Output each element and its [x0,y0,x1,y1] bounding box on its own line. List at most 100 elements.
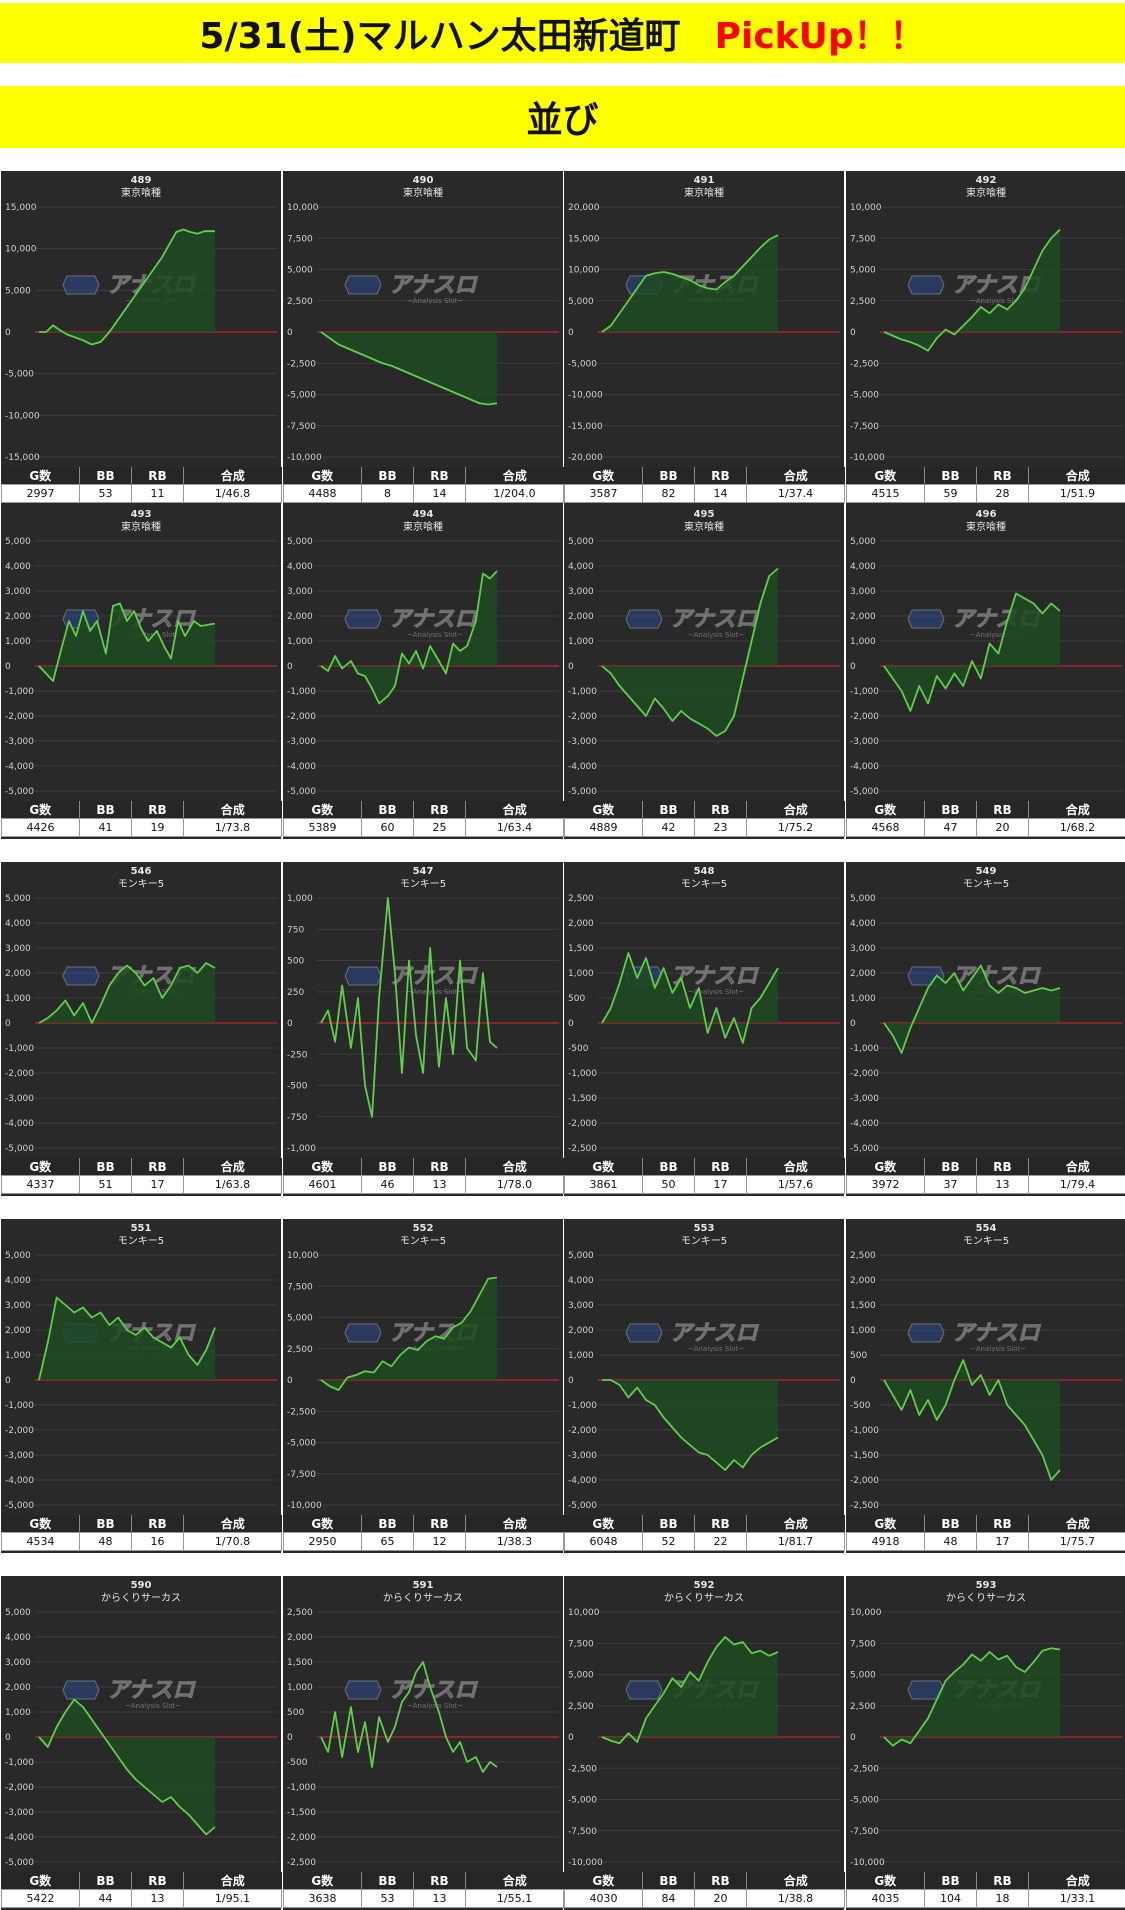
y-tick-label: 0 [568,1733,574,1743]
stat-value-rb: 13 [131,1889,184,1908]
stat-value-combined: 1/68.2 [1028,818,1125,837]
watermark-tagline: ~Analysis Slot~ [688,988,744,996]
y-tick-label: 0 [287,662,293,672]
stat-value-bb: 48 [924,1532,977,1551]
y-tick-label: -1,000 [5,1044,34,1054]
y-tick-label: 500 [850,1351,867,1361]
y-tick-label: -2,500 [850,1764,879,1774]
y-tick-label: 1,500 [568,944,594,954]
stat-value-games: 4918 [846,1532,925,1551]
y-tick-label: 4,000 [568,562,594,572]
y-tick-label: 5,000 [5,286,31,296]
y-tick-label: 2,500 [568,1702,594,1712]
stat-header-rb: RB [131,1158,184,1176]
machine-model: モンキー5 [400,879,446,890]
y-tick-label: -4,000 [568,762,597,772]
stat-value-bb: 53 [79,484,132,503]
y-tick-label: -10,000 [850,453,885,463]
stat-header-combined: 合成 [465,1158,564,1176]
series-line [601,567,779,737]
stat-header-rb: RB [694,1158,747,1176]
machine-model: からくりサーカス [664,1592,744,1604]
stats-table: G数 BB RB 合成 3587 82 14 1/37.4 [564,467,845,504]
y-tick-label: 10,000 [850,1608,882,1618]
stat-header-games: G数 [564,1872,643,1890]
y-tick-label: -20,000 [568,453,603,463]
machine-chart-panel: 547 モンキー5 1,000 750 500 250 0 -250 -500 -750 -1,00… [283,862,564,1196]
stat-value-games: 6048 [564,1532,643,1551]
y-tick-label: -1,000 [568,1069,597,1079]
section-title: 並び [526,100,599,141]
y-tick-label: 3,000 [568,1301,594,1311]
machine-chart-panel: 491 東京喰種 20,000 15,000 10,000 5,000 0 -5,000 -10… [564,171,845,505]
stat-value-combined: 1/75.2 [746,818,845,837]
watermark-tagline: ~Analysis Slot~ [970,631,1026,639]
y-tick-label: -15,000 [568,422,603,432]
stat-header-bb: BB [924,801,977,819]
stat-header-bb: BB [361,1872,414,1890]
stat-header-bb: BB [642,1872,695,1890]
y-tick-label: -5,000 [850,787,879,797]
stats-table: G数 BB RB 合成 2997 53 11 1/46.8 [1,467,282,504]
watermark-logo: アナスロ~Analysis Slot~ [625,606,760,639]
y-tick-label: -5,000 [568,1501,597,1511]
y-tick-label: -4,000 [5,1476,34,1486]
y-tick-label: -1,000 [287,1144,316,1154]
y-tick-label: 500 [287,957,304,967]
stat-value-games: 3972 [846,1175,925,1194]
y-tick-label: -2,500 [850,1501,879,1511]
y-tick-label: 0 [568,662,574,672]
series-area [884,593,1060,711]
machine-model: からくりサーカス [946,1592,1026,1604]
machine-number: 490 [413,175,434,186]
machine-model: 東京喰種 [966,186,1006,199]
y-tick-label: 5,000 [568,1671,594,1681]
machine-chart-panel: 496 東京喰種 5,000 4,000 3,000 2,000 1,000 0 -1,000 -… [846,505,1125,839]
stat-value-rb: 18 [976,1889,1029,1908]
stat-value-games: 5422 [1,1889,80,1908]
stat-header-rb: RB [976,467,1029,485]
stat-header-combined: 合成 [465,467,564,485]
stat-header-rb: RB [976,1872,1029,1890]
stat-value-rb: 19 [131,818,184,837]
stat-value-combined: 1/38.3 [465,1532,564,1551]
y-tick-label: 4,000 [5,919,31,929]
y-tick-label: -5,000 [850,1796,879,1806]
stat-value-combined: 1/51.9 [1028,484,1125,503]
slump-chart: 547 モンキー5 1,000 750 500 250 0 -250 -500 -750 -1,00… [287,866,559,1154]
y-tick-label: -5,000 [5,1501,34,1511]
machine-model: 東京喰種 [121,186,161,199]
machine-chart-panel: 549 モンキー5 5,000 4,000 3,000 2,000 1,000 0 -1,000… [846,862,1125,1196]
watermark-brand: アナスロ [389,273,479,298]
y-tick-label: 0 [568,328,574,338]
watermark-tagline: ~Analysis Slot~ [970,297,1026,305]
stat-value-combined: 1/75.7 [1028,1532,1125,1551]
series-area [39,603,215,681]
stats-table: G数 BB RB 合成 4889 42 23 1/75.2 [564,801,845,838]
stat-value-bb: 50 [642,1175,695,1194]
y-tick-label: -1,000 [287,687,316,697]
stat-value-rb: 14 [694,484,747,503]
series-area [884,965,1060,1053]
stat-value-rb: 13 [413,1889,466,1908]
y-tick-label: 7,500 [287,1282,313,1292]
y-tick-label: 4,000 [287,562,313,572]
y-tick-label: -2,500 [850,359,879,369]
y-tick-label: -7,500 [850,1827,879,1837]
y-tick-label: 5,000 [5,1251,31,1261]
stats-table: G数 BB RB 合成 4601 46 13 1/78.0 [283,1158,564,1195]
slump-chart: 546 モンキー5 5,000 4,000 3,000 2,000 1,000 0 -1,000… [5,866,277,1154]
y-tick-label: -4,000 [287,762,316,772]
stat-header-combined: 合成 [746,1515,845,1533]
series-area [602,568,778,736]
machine-number: 553 [694,1223,715,1234]
watermark-tagline: ~Analysis Slot~ [970,1345,1026,1353]
y-tick-label: -1,000 [568,687,597,697]
machine-model: モンキー5 [118,1236,164,1247]
y-tick-label: -2,000 [5,1069,34,1079]
watermark-tagline: ~Analysis Slot~ [407,1702,463,1710]
y-tick-label: -7,500 [287,1470,316,1480]
